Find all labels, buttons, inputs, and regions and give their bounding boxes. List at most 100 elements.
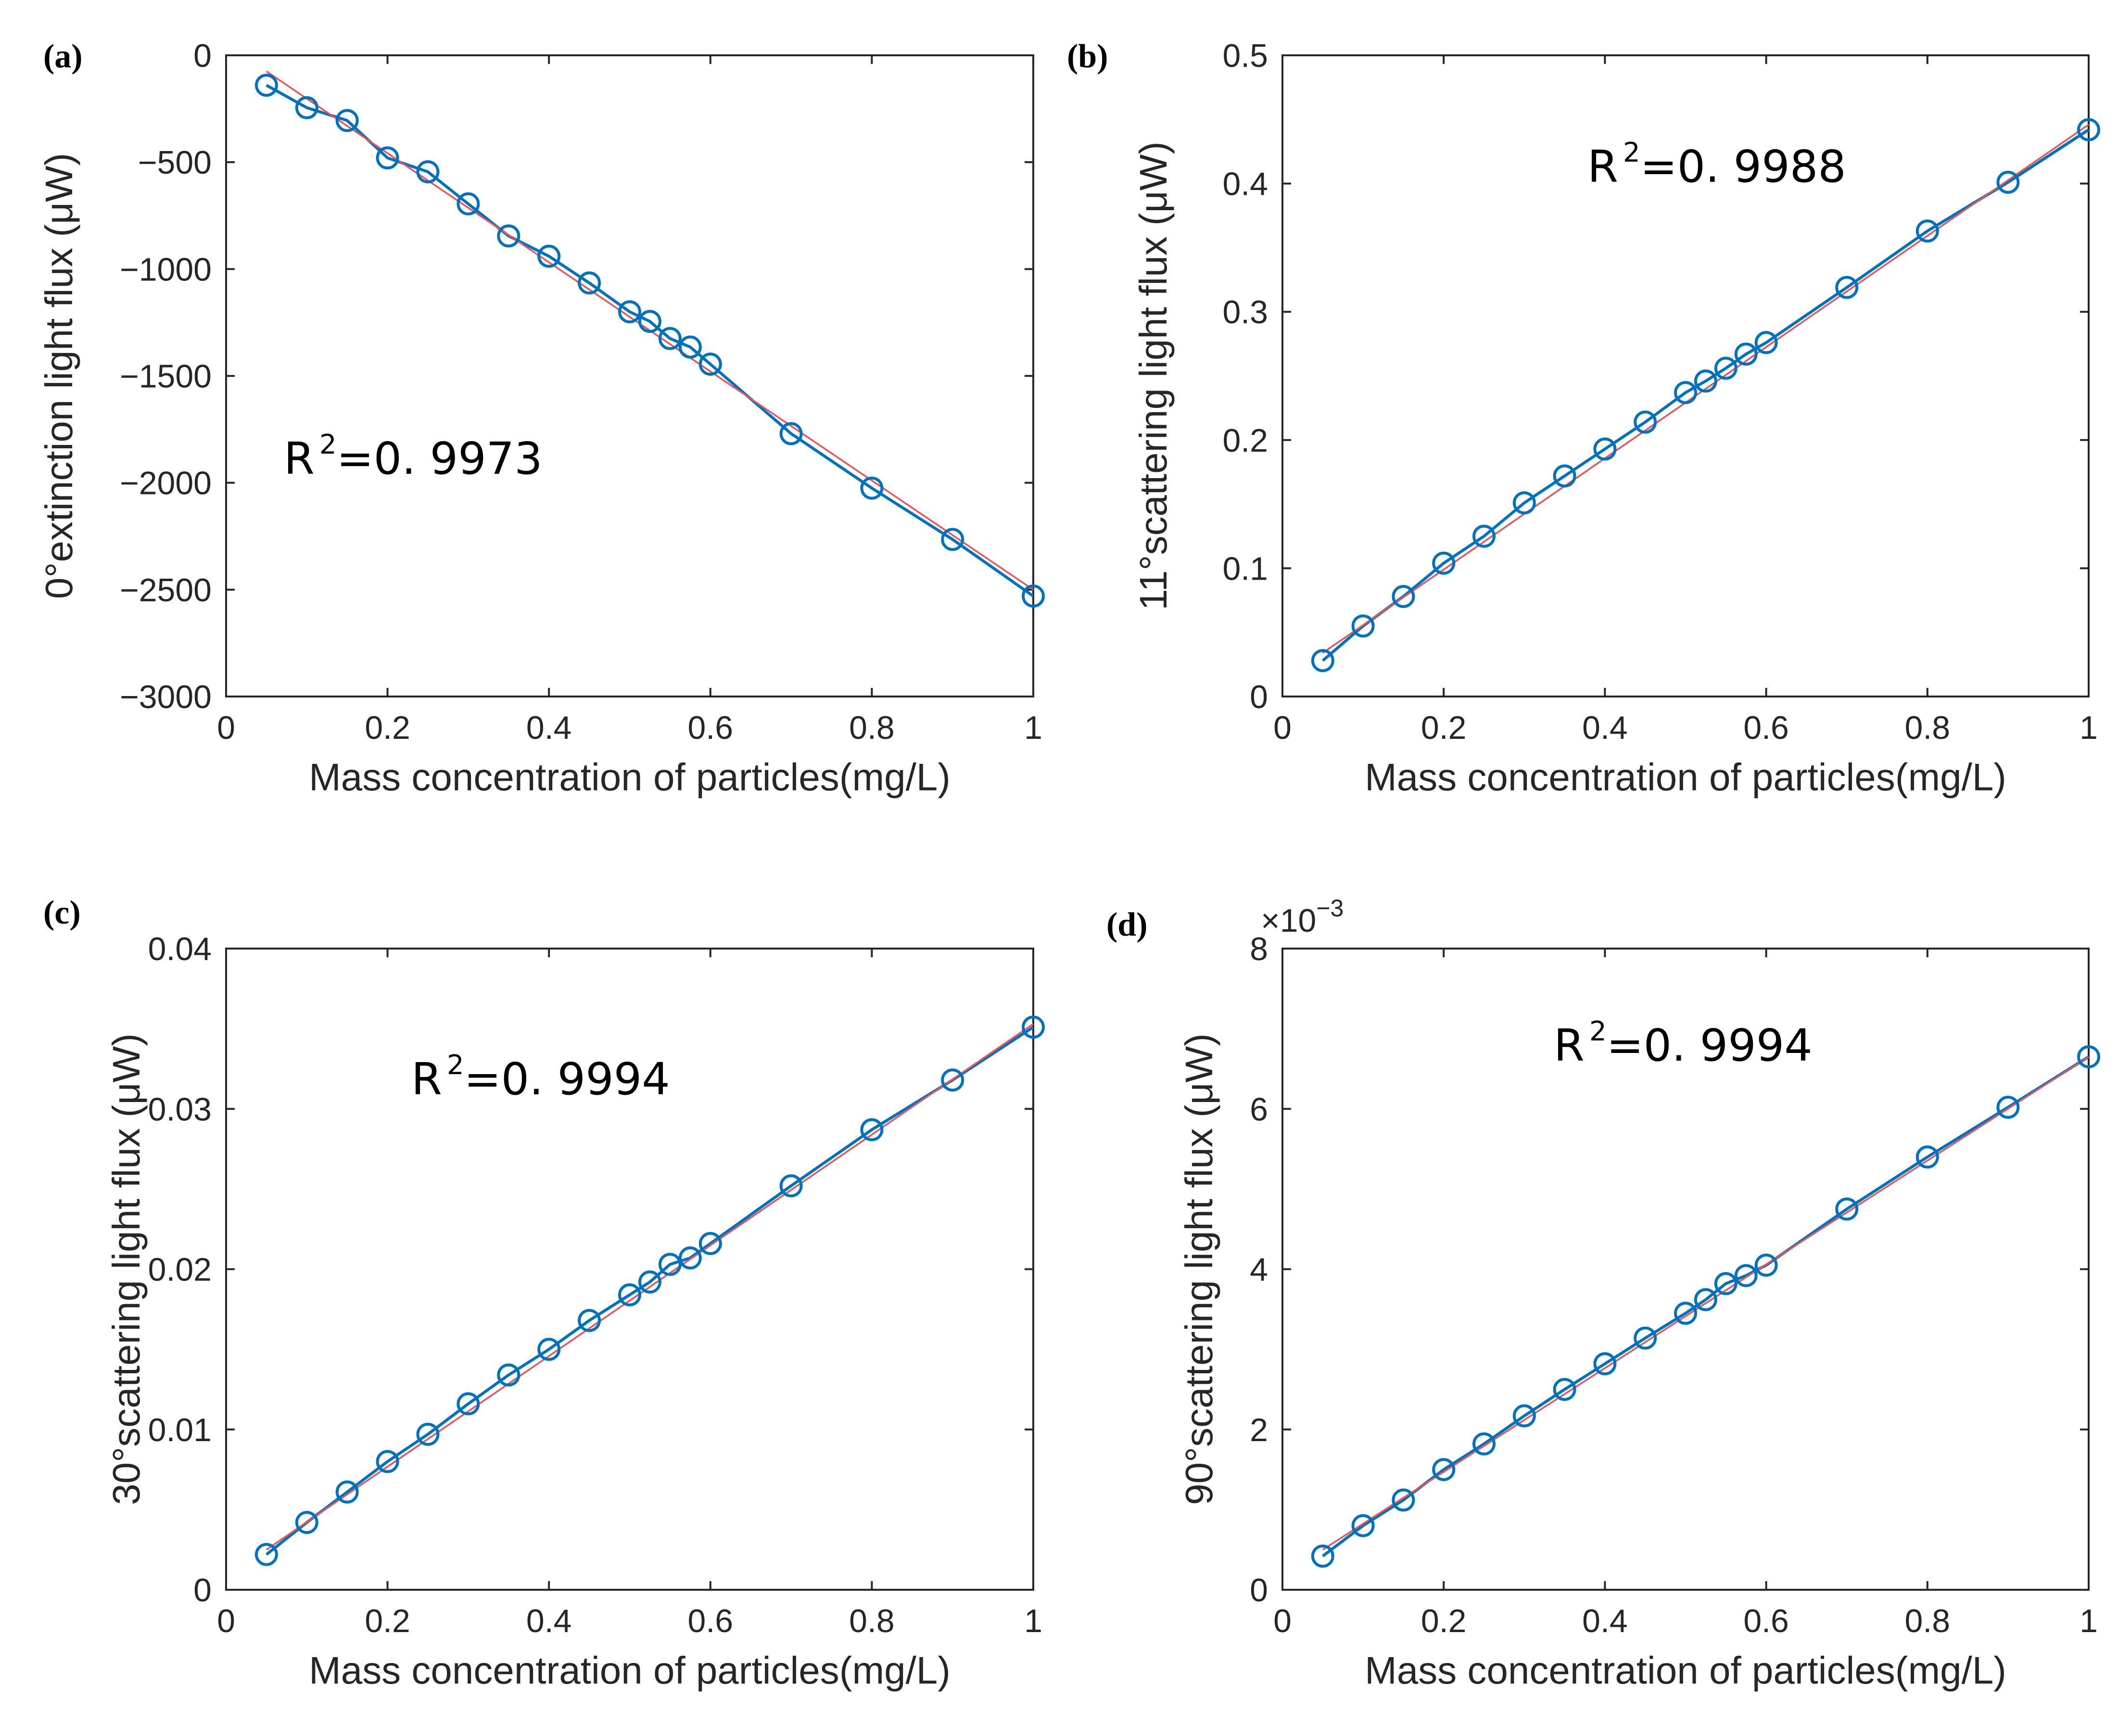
x-tick-label: 0.2 [365,1603,410,1639]
data-point [416,160,440,184]
y-tick-label: 8 [1250,931,1268,967]
data-point [1593,1352,1617,1376]
x-tick-label: 0.2 [1421,1603,1467,1639]
data-point [638,310,661,333]
y-tick-label: −500 [138,144,212,181]
y-tick-label: 4 [1250,1252,1268,1288]
data-point [698,353,722,376]
chart-panel-c: 0 0.2 0.4 0.6 0.8 1 0 0.01 0.02 0.03 0.04 Mass conc… [43,894,1045,1692]
data-point [1553,1378,1576,1401]
data-point [295,1511,318,1534]
data-point [497,224,520,248]
r-squared-annotation: R 2=0. 9973 [284,429,543,484]
data-point [678,1246,702,1270]
panel-label: (c) [43,894,81,931]
data-point [376,1450,399,1473]
data-point [1311,1545,1334,1568]
data-point [1915,219,1939,243]
data-point [295,96,318,119]
data-point [1996,1095,2020,1119]
x-tick-label: 0.8 [849,1603,895,1639]
data-point [860,1118,884,1141]
x-tick-label: 0.4 [526,710,572,746]
data-point [638,1270,661,1294]
data-point [1022,1015,1045,1039]
x-tick-label: 0.8 [1905,1603,1951,1639]
data-point [254,1543,278,1566]
data-point [1432,1458,1456,1482]
x-tick-label: 0.6 [688,710,734,746]
data-point [537,1338,561,1361]
data-point [1432,551,1456,575]
y-tick-label: 0.5 [1222,38,1268,74]
y-axis-title: 90°scattering light flux (μW) [1178,1033,1220,1505]
series-line-measured [1321,128,2090,662]
data-point [2077,118,2100,141]
series-line-measured [1321,1055,2090,1558]
r-squared-annotation: R 2=0. 9988 [1587,137,1846,192]
series-line-fit [1322,124,2089,654]
data-point [941,1068,964,1092]
y-axis-exponent: ×10−3 [1261,895,1344,939]
data-point [678,335,702,359]
y-tick-label: 0.01 [148,1412,212,1448]
x-tick-label: 0.4 [1582,710,1628,746]
data-point [1996,170,2020,194]
data-point [1734,1264,1758,1287]
data-point [1674,381,1697,405]
data-point [335,1480,359,1504]
y-tick-label: −1500 [120,358,212,395]
data-point [1835,1197,1859,1221]
data-point [1392,1488,1415,1512]
data-point [1714,1272,1738,1295]
chart-panel-b: 0 0.2 0.4 0.6 0.8 1 0 0.1 0.2 0.3 0.4 0.5 Mass conce… [1067,38,2100,798]
data-point [941,528,964,551]
x-tick-label: 0 [1273,1603,1292,1639]
plot-frame [1281,54,2090,697]
y-tick-label: 0.03 [148,1091,212,1128]
y-axis-title: 0°extinction light flux (μW) [38,153,80,599]
data-point [1674,1302,1697,1325]
data-point [1553,464,1576,488]
plot-frame [225,54,1034,697]
x-tick-label: 0.6 [1743,710,1789,746]
data-point [376,146,399,170]
data-point [1734,342,1758,366]
y-tick-label: 0.2 [1222,422,1268,459]
data-point [618,300,641,324]
data-point [1022,584,1045,608]
x-tick-label: 0.2 [365,710,410,746]
y-tick-label: 0.3 [1222,294,1268,330]
x-axis-title: Mass concentration of particles(mg/L) [309,1649,951,1692]
data-point [497,1363,520,1387]
y-tick-label: 0.04 [148,931,212,967]
x-tick-label: 1 [2080,1603,2098,1639]
data-point [416,1422,440,1446]
data-point [537,244,561,268]
x-tick-label: 1 [1024,1603,1042,1639]
x-tick-label: 1 [1024,710,1042,746]
x-tick-label: 0.8 [1905,710,1951,746]
data-point [2077,1045,2100,1068]
data-point [1311,649,1334,672]
y-tick-label: −1000 [120,251,212,288]
data-point [779,1174,803,1198]
data-point [860,476,884,500]
series-line-measured [266,1026,1034,1556]
data-point [658,1253,682,1276]
series-line-fit [1322,1056,2089,1551]
data-point [1351,1514,1375,1537]
data-point [1472,1432,1496,1456]
x-tick-label: 0.6 [1743,1603,1789,1639]
x-axis-title: Mass concentration of particles(mg/L) [1365,1649,2006,1692]
x-tick-label: 0 [217,710,235,746]
x-tick-label: 1 [2080,710,2098,746]
series-line-measured [266,84,1034,597]
x-axis-title: Mass concentration of particles(mg/L) [309,756,951,798]
data-point [335,109,359,132]
x-axis-title: Mass concentration of particles(mg/L) [1365,756,2006,798]
y-tick-label: 0.4 [1222,166,1268,203]
panel-label: (d) [1106,906,1148,943]
r-squared-annotation: R 2=0. 9994 [411,1050,670,1105]
